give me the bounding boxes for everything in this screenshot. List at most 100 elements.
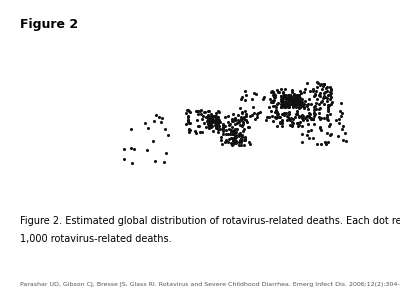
Point <box>327 121 334 126</box>
Point <box>194 109 201 113</box>
Point <box>227 136 234 140</box>
Point <box>198 108 204 112</box>
Point <box>335 134 341 139</box>
Point <box>318 128 324 132</box>
Point <box>289 102 296 107</box>
Point <box>207 118 214 122</box>
Text: 1,000 rotavirus-related deaths.: 1,000 rotavirus-related deaths. <box>20 234 172 244</box>
Point <box>220 121 226 126</box>
Point <box>274 101 280 106</box>
Point <box>269 88 275 93</box>
Point <box>324 105 331 110</box>
Point <box>214 118 220 123</box>
Point <box>246 140 252 144</box>
Point <box>288 95 295 100</box>
Point <box>296 113 302 118</box>
Point <box>213 114 219 118</box>
Point <box>192 129 199 134</box>
Point <box>279 102 286 107</box>
Point <box>290 99 296 103</box>
Point <box>318 142 324 147</box>
Point <box>205 108 212 113</box>
Point <box>274 90 281 94</box>
Point <box>296 103 302 108</box>
Point <box>234 112 241 117</box>
Point <box>185 120 192 125</box>
Point <box>310 117 317 122</box>
Point <box>144 147 150 152</box>
Point <box>304 81 310 86</box>
Point <box>241 126 248 131</box>
Point <box>243 113 250 118</box>
Point <box>312 92 319 96</box>
Point <box>236 119 242 124</box>
Text: Parashar UD, Gibson CJ, Bresse JS, Glass RI. Rotavirus and Severe Childhood Diar: Parashar UD, Gibson CJ, Bresse JS, Glass… <box>20 282 400 287</box>
Point <box>240 142 247 147</box>
Point <box>325 123 332 128</box>
Point <box>322 94 328 99</box>
Point <box>156 114 162 119</box>
Point <box>211 113 218 118</box>
Point <box>318 82 324 86</box>
Point <box>184 108 191 112</box>
Point <box>301 105 308 110</box>
Point <box>288 97 294 102</box>
Point <box>306 115 313 120</box>
Point <box>323 89 330 94</box>
Point <box>296 93 302 98</box>
Point <box>151 118 157 123</box>
Point <box>206 121 212 126</box>
Point <box>298 100 304 104</box>
Point <box>200 113 206 118</box>
Point <box>292 105 299 110</box>
Point <box>254 111 260 116</box>
Point <box>280 91 286 95</box>
Point <box>325 92 332 97</box>
Point <box>280 112 287 117</box>
Point <box>210 115 216 120</box>
Point <box>159 115 166 120</box>
Point <box>320 95 326 100</box>
Point <box>232 116 238 120</box>
Point <box>283 96 289 101</box>
Point <box>285 100 291 105</box>
Point <box>210 114 216 118</box>
Point <box>130 146 137 151</box>
Point <box>272 115 279 119</box>
Point <box>230 137 236 142</box>
Point <box>304 122 311 127</box>
Point <box>208 118 214 123</box>
Point <box>288 94 295 99</box>
Point <box>211 118 218 123</box>
Point <box>219 142 226 146</box>
Point <box>209 118 215 123</box>
Point <box>185 117 191 122</box>
Point <box>306 111 312 116</box>
Point <box>270 98 277 102</box>
Point <box>278 94 284 98</box>
Point <box>186 120 192 125</box>
Point <box>214 125 220 130</box>
Point <box>213 118 219 123</box>
Point <box>239 133 245 137</box>
Point <box>213 125 219 130</box>
Point <box>292 115 298 120</box>
Point <box>279 104 286 109</box>
Point <box>186 128 192 133</box>
Point <box>201 121 208 126</box>
Point <box>297 120 304 124</box>
Point <box>205 113 211 118</box>
Point <box>327 97 334 101</box>
Point <box>314 80 321 85</box>
Point <box>317 91 323 96</box>
Point <box>250 90 257 95</box>
Point <box>340 124 346 129</box>
Point <box>282 95 288 100</box>
Point <box>285 92 292 97</box>
Point <box>314 97 320 101</box>
Point <box>297 103 304 108</box>
Point <box>212 116 219 121</box>
Point <box>278 121 285 125</box>
Point <box>268 99 275 104</box>
Point <box>278 105 284 110</box>
